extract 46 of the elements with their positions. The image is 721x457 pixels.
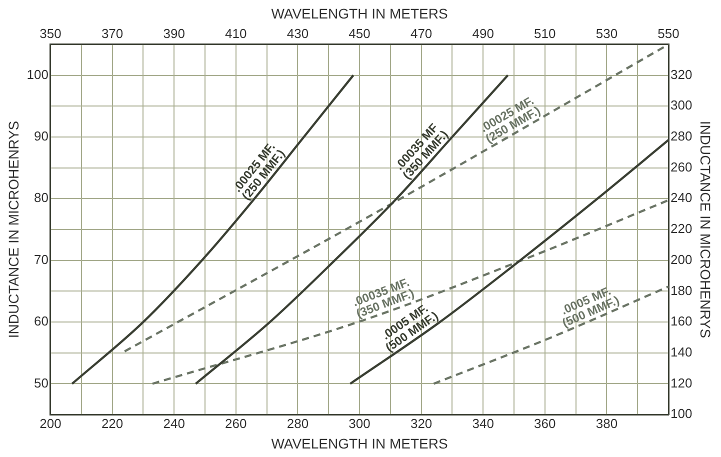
y-tick-label: 100 (26, 66, 48, 82)
line-series (151, 199, 669, 385)
x2-tick-label: 410 (225, 26, 247, 42)
x-tick-label: 240 (163, 416, 185, 431)
y-tick-label: 50 (34, 375, 48, 390)
x2-axis-title: WAVELENGTH IN METERS (271, 5, 448, 22)
y2-axis-title: INDUCTANCE IN MICROHENRYS (698, 120, 714, 338)
y2-tick-label: 100 (670, 406, 692, 422)
y2-tick-label: 300 (670, 98, 692, 113)
y2-tick-label: 140 (670, 344, 692, 360)
x2-tick-label: 450 (348, 26, 370, 42)
x-tick-label: 260 (225, 416, 247, 431)
x-axis-title: WAVELENGTH IN METERS (271, 435, 448, 452)
y2-tick-label: 180 (670, 282, 692, 298)
y2-tick-label: 200 (670, 252, 692, 267)
x-tick-label: 320 (410, 416, 432, 431)
y-tick-label: 70 (34, 252, 48, 267)
y2-tick-label: 320 (670, 66, 692, 82)
x2-tick-label: 510 (534, 26, 556, 42)
x-tick-label: 380 (596, 416, 618, 431)
x2-tick-label: 390 (163, 26, 185, 42)
x-tick-label: 340 (472, 416, 494, 431)
y2-tick-label: 260 (670, 159, 692, 174)
x2-tick-label: 490 (472, 26, 494, 42)
x-tick-label: 200 (40, 416, 62, 431)
x2-tick-label: 430 (286, 26, 309, 42)
line-series (71, 74, 354, 385)
x2-tick-label: 550 (658, 26, 680, 42)
x2-tick-label: 370 (101, 26, 124, 42)
y2-tick-label: 240 (670, 190, 692, 206)
y-tick-label: 80 (34, 190, 48, 206)
y2-tick-label: 220 (670, 221, 692, 236)
x-tick-label: 220 (101, 416, 124, 431)
x2-tick-label: 530 (596, 26, 618, 42)
text: .0005 MF. (500 MMF.) (558, 284, 622, 330)
x2-tick-label: 350 (40, 26, 62, 42)
x-tick-label: 360 (534, 416, 556, 431)
x-tick-label: 300 (348, 416, 370, 431)
y-axis-title: INDUCTANCE IN MICROHENRYS (5, 120, 22, 338)
y2-tick-label: 160 (670, 314, 692, 329)
x2-tick-label: 470 (410, 26, 432, 42)
y2-tick-label: 280 (670, 128, 692, 144)
x-tick-label: 280 (286, 416, 309, 431)
y-tick-label: 60 (34, 314, 48, 329)
y-tick-label: 90 (34, 128, 48, 144)
y2-tick-label: 120 (670, 375, 692, 390)
